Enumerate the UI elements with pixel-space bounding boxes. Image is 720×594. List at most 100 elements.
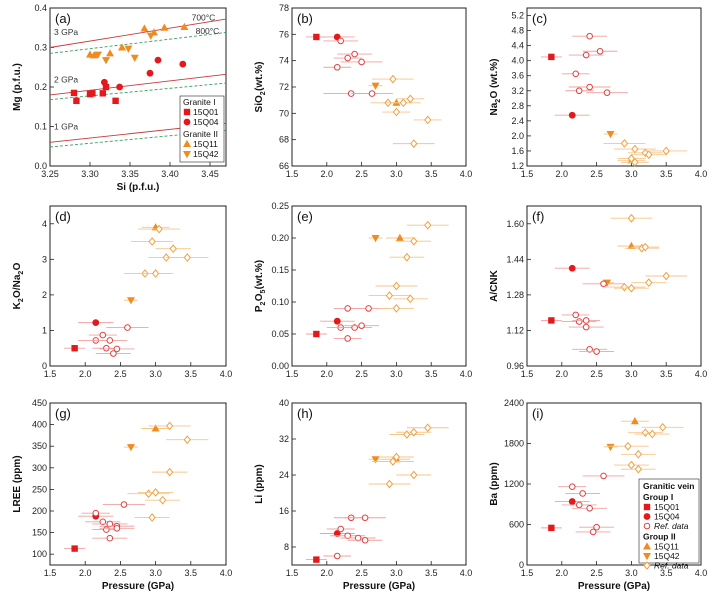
y-axis-label: Na2 O (wt.%)	[489, 59, 502, 116]
data-point	[641, 428, 649, 438]
x-tick-label: 2.5	[114, 369, 127, 379]
data-point-15Q01	[70, 89, 78, 97]
y-axis-label: Mg (p.f.u.)	[12, 63, 23, 111]
annotation-label: 1 GPa	[54, 122, 78, 132]
panel-label: (c)	[532, 11, 547, 26]
data-point	[103, 526, 110, 533]
y-tick-label: 350	[32, 441, 47, 451]
legend-group-title: Group II	[643, 532, 676, 542]
x-tick-label: 1.5	[44, 568, 57, 578]
legend-marker	[183, 108, 191, 116]
data-point	[337, 37, 345, 45]
data-point	[582, 317, 590, 324]
y-tick-label: 0.15	[271, 265, 289, 275]
legend-title: Granitic vein	[643, 481, 695, 491]
x-tick-label: 2.0	[556, 369, 569, 379]
panel-label: (a)	[55, 11, 71, 26]
data-point-15Q11	[106, 49, 114, 57]
data-point-15Q04	[154, 56, 162, 64]
y-tick-label: 0.96	[506, 361, 524, 371]
data-point	[392, 98, 401, 106]
data-point-15Q42	[124, 45, 133, 53]
y-tick-label: 3.6	[511, 71, 524, 81]
y-tick-label: 600	[509, 520, 524, 530]
legend-entry: 15Q11	[654, 542, 679, 552]
data-point	[659, 422, 667, 432]
panel-label: (h)	[297, 406, 313, 421]
data-point	[403, 252, 411, 262]
y-tick-label: 0	[519, 560, 524, 570]
data-point-15Q01	[102, 83, 110, 91]
panel-a: 3.25 3.30 3.35 3.40 3.45 0.0 0.1 0.2 0.3 0.4 (a) Si…	[12, 3, 227, 193]
x-tick-label: 3.35	[121, 169, 139, 179]
y-tick-label: 100	[32, 549, 47, 559]
data-point	[572, 70, 580, 78]
data-point-15Q42	[130, 54, 139, 62]
data-point	[395, 233, 404, 241]
x-tick-label: 2.5	[355, 369, 368, 379]
y-tick-label: 2.8	[511, 101, 524, 111]
annotation-label: 3 GPa	[54, 27, 78, 37]
data-point-15Q01	[112, 97, 119, 105]
data-point	[627, 213, 636, 223]
data-point	[313, 556, 320, 563]
y-tick-label: 8	[284, 542, 289, 552]
data-point	[600, 472, 607, 480]
y-tick-label: 1.28	[506, 290, 524, 300]
x-tick-label: 3.0	[149, 369, 162, 379]
y-tick-label: 1.6	[511, 146, 524, 156]
plot-frame	[49, 205, 227, 367]
y-tick-label: 0.00	[271, 361, 289, 371]
x-tick-label: 4.0	[460, 568, 473, 578]
data-point	[579, 490, 586, 497]
plot-frame	[291, 7, 467, 167]
y-tick-label: 0.2	[34, 82, 47, 92]
y-tick-label: 250	[32, 484, 47, 494]
y-tick-label: 1.44	[506, 254, 524, 264]
legend-marker	[183, 151, 191, 159]
data-point	[582, 51, 590, 59]
panel-e: 1.5 2.0 2.5 3.0 3.5 4.0 0.00 0.05 0.10 0.15 0.20 0.…	[254, 201, 472, 379]
data-point	[313, 33, 320, 41]
x-tick-label: 3.30	[81, 169, 99, 179]
data-point	[410, 427, 418, 437]
y-label-subscript: 5	[260, 290, 267, 294]
data-point-15Q04	[116, 83, 123, 91]
data-point	[361, 514, 369, 522]
isotherm-700-line	[49, 18, 227, 48]
annotation-label: 700°C	[192, 13, 216, 23]
x-tick-label: 3.0	[149, 568, 162, 578]
y-tick-label: 450	[32, 398, 47, 408]
data-point	[183, 253, 191, 262]
data-point-15Q04	[146, 69, 154, 77]
legend-entry: 15Q42	[654, 551, 680, 561]
y-label-subscript: 2	[18, 298, 25, 302]
data-point	[596, 47, 604, 55]
data-point	[572, 311, 580, 319]
data-point	[648, 429, 656, 439]
data-point	[368, 90, 376, 97]
y-label-subscript: 2	[260, 301, 267, 305]
x-tick-label: 3.0	[390, 568, 403, 578]
data-point	[166, 421, 174, 431]
data-point	[606, 443, 615, 452]
legend-entry: 15Q01	[193, 107, 219, 117]
data-point	[358, 322, 365, 329]
data-point	[600, 280, 607, 288]
data-point	[354, 534, 362, 542]
data-point	[337, 525, 345, 533]
data-point	[548, 524, 555, 532]
y-tick-label: 1.12	[506, 325, 524, 335]
data-point	[103, 344, 110, 352]
y-tick-label: 68	[279, 135, 289, 145]
data-point	[371, 82, 380, 90]
data-point	[593, 348, 600, 355]
x-tick-label: 2.0	[321, 169, 334, 179]
x-tick-label: 2.5	[355, 169, 368, 179]
data-point	[92, 319, 100, 327]
y-axis-label: SiO2 (wt.%)	[254, 62, 267, 113]
y-tick-label: 2	[42, 290, 47, 300]
data-point	[126, 297, 135, 305]
y-tick-label: 2.4	[511, 116, 524, 126]
